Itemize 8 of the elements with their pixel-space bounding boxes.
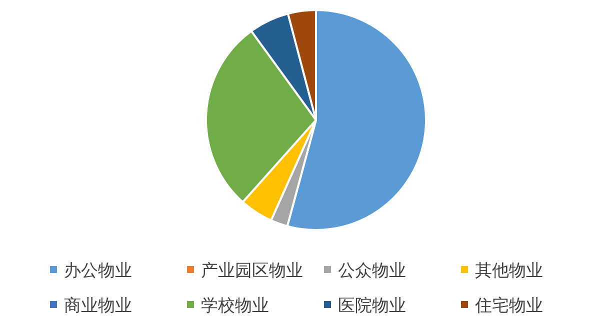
legend-label: 住宅物业 [474,296,543,316]
legend-label: 医院物业 [338,296,406,316]
legend-label: 办公物业 [64,261,132,281]
legend-label: 公众物业 [338,261,406,281]
legend-label: 学校物业 [201,296,269,316]
legend-label: 其他物业 [475,261,543,281]
legend-label: 商业物业 [64,296,132,316]
legend-label: 产业园区物业 [201,261,303,281]
